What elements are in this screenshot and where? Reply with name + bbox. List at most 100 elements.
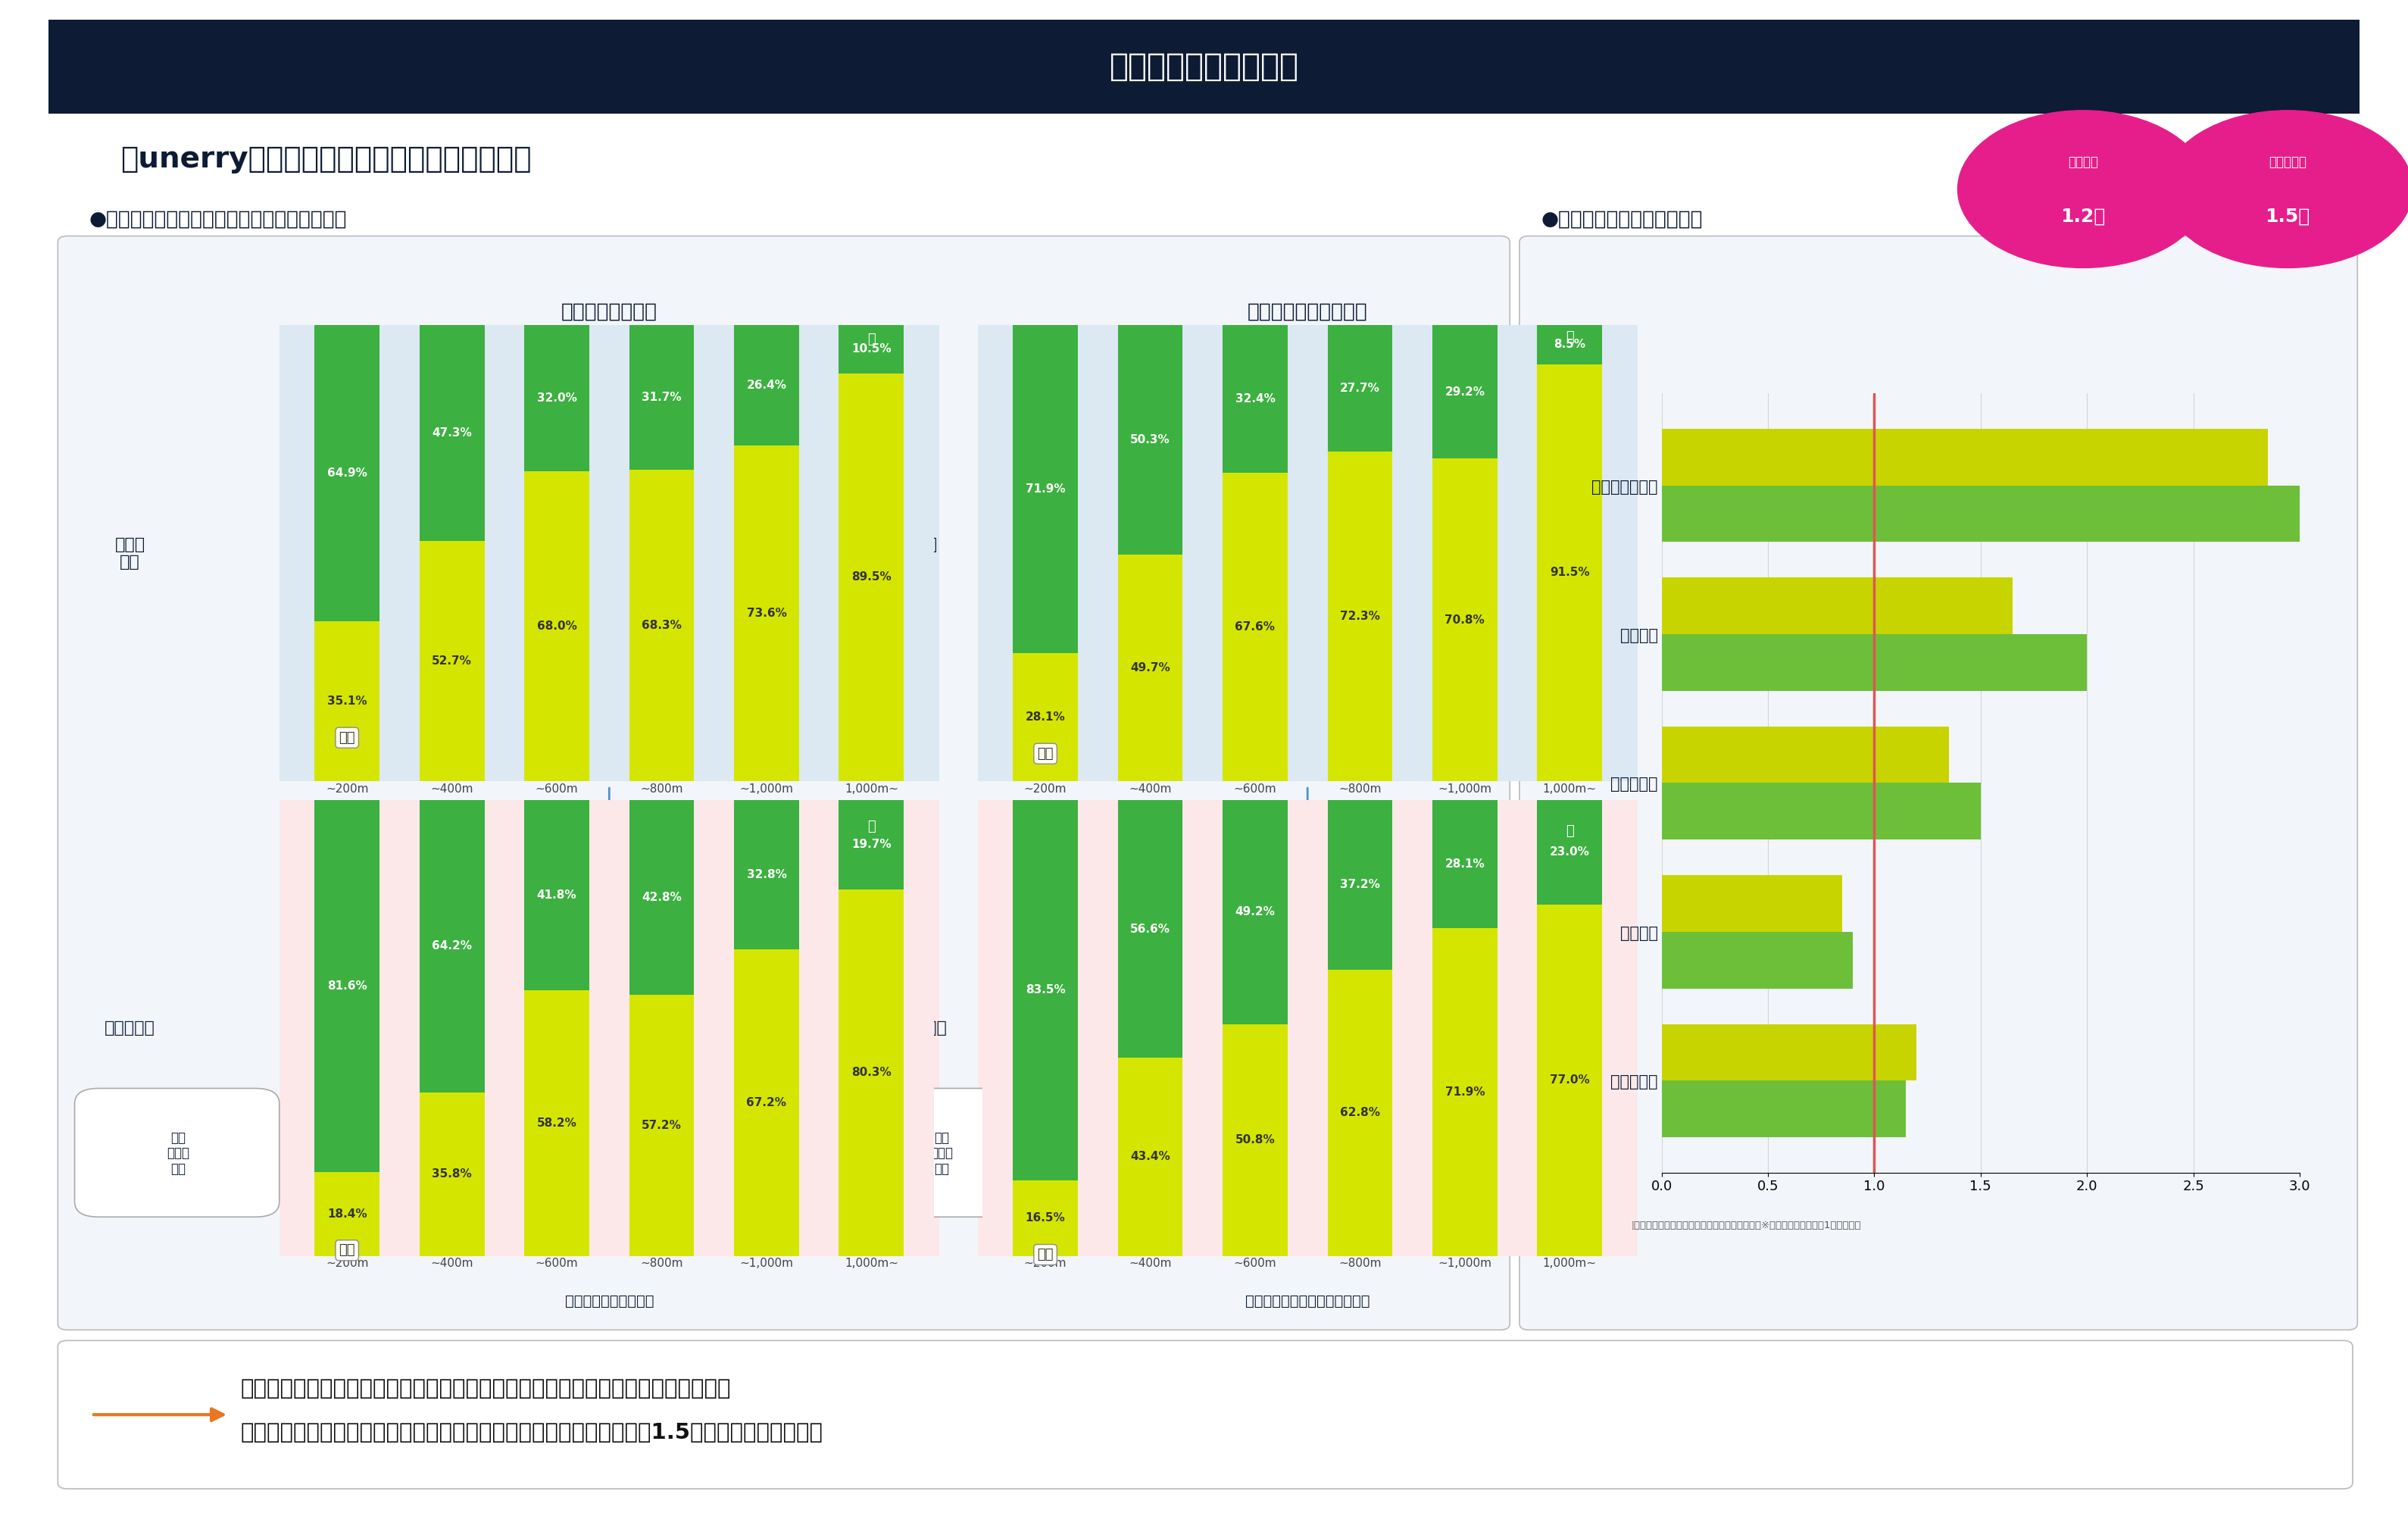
Bar xyxy=(1014,800,1079,1180)
Text: 1.5倍: 1.5倍 xyxy=(2266,207,2309,225)
Text: 47.3%: 47.3% xyxy=(431,428,472,439)
Text: 1.2倍: 1.2倍 xyxy=(2061,207,2105,225)
Bar xyxy=(734,800,799,949)
Text: 71.9%: 71.9% xyxy=(1445,1086,1486,1097)
Bar xyxy=(1662,875,1842,932)
Text: 83.5%: 83.5% xyxy=(1026,985,1064,996)
Bar xyxy=(525,800,590,991)
Bar xyxy=(628,996,694,1256)
Text: イベント中は徒歩移動の距離が増加、賑わい指数も普段の週末よりも1.5倍程度増加とわかった: イベント中は徒歩移動の距離が増加、賑わい指数も普段の週末よりも1.5倍程度増加と… xyxy=(241,1422,824,1443)
Text: 89.5%: 89.5% xyxy=(852,572,891,583)
Bar xyxy=(1117,1058,1182,1256)
Text: 68.0%: 68.0% xyxy=(537,620,578,632)
Text: ●スポット来訪後の移動距離別の交通手段割合: ●スポット来訪後の移動距離別の交通手段割合 xyxy=(89,209,347,230)
Text: 18.4%: 18.4% xyxy=(327,1209,366,1219)
Text: 徒歩: 徒歩 xyxy=(1038,1248,1055,1262)
Bar xyxy=(1433,800,1498,927)
Bar xyxy=(1662,726,1948,784)
Bar xyxy=(1536,325,1601,365)
Bar xyxy=(1433,458,1498,781)
Text: 27.7%: 27.7% xyxy=(1339,383,1380,393)
Bar xyxy=(1662,784,1979,840)
Text: 16.5%: 16.5% xyxy=(1026,1212,1064,1224)
Bar xyxy=(1223,800,1288,1024)
Bar xyxy=(1223,1024,1288,1256)
Text: 35.8%: 35.8% xyxy=(431,1168,472,1180)
Text: 28.1%: 28.1% xyxy=(1445,858,1486,870)
Bar xyxy=(279,800,939,1256)
Text: 普段の
週末: 普段の 週末 xyxy=(116,537,144,569)
Text: 車: 車 xyxy=(1565,330,1575,343)
Text: 62.8%: 62.8% xyxy=(1339,1108,1380,1118)
Text: 29.2%: 29.2% xyxy=(1445,386,1486,398)
Bar xyxy=(315,325,380,622)
Bar xyxy=(1662,1024,1917,1080)
Bar xyxy=(279,325,939,781)
Text: 81.6%: 81.6% xyxy=(327,980,366,991)
Text: 28.1%: 28.1% xyxy=(1026,711,1064,723)
Text: 徒歩
割合が
増加: 徒歩 割合が 増加 xyxy=(166,1130,190,1176)
Text: 賑わい指数: 賑わい指数 xyxy=(2268,154,2307,169)
Text: 19.7%: 19.7% xyxy=(852,840,891,850)
Bar xyxy=(1662,486,2300,542)
Text: 31.7%: 31.7% xyxy=(641,392,681,404)
Bar xyxy=(1662,578,2013,634)
Bar xyxy=(48,20,2360,113)
Text: 43.4%: 43.4% xyxy=(1129,1151,1170,1162)
Text: 72.3%: 72.3% xyxy=(1339,611,1380,622)
Bar xyxy=(315,1173,380,1256)
FancyBboxPatch shape xyxy=(75,1088,279,1216)
Text: 車: 車 xyxy=(867,333,877,346)
Bar xyxy=(838,890,903,1256)
Bar xyxy=(1327,800,1392,970)
Bar xyxy=(978,800,1637,1256)
Bar xyxy=(1117,325,1182,555)
Bar xyxy=(419,1092,484,1256)
Text: 73.6%: 73.6% xyxy=(746,608,787,619)
Bar xyxy=(1662,932,1854,988)
Bar xyxy=(1433,325,1498,458)
Text: イベント中: イベント中 xyxy=(104,1020,157,1035)
Text: ●賑わい指数（総滞在時間）: ●賑わい指数（総滞在時間） xyxy=(1541,209,1702,230)
Text: 徒歩: 徒歩 xyxy=(340,1244,356,1257)
Text: イベント中: イベント中 xyxy=(896,1020,949,1035)
Bar xyxy=(1117,800,1182,1058)
Bar xyxy=(1433,927,1498,1256)
Bar xyxy=(838,374,903,781)
Text: 32.8%: 32.8% xyxy=(746,868,787,881)
Bar xyxy=(1223,325,1288,474)
Text: 57.2%: 57.2% xyxy=(641,1120,681,1132)
Bar xyxy=(978,325,1637,781)
Text: 37.2%: 37.2% xyxy=(1339,879,1380,890)
Text: 68.3%: 68.3% xyxy=(641,620,681,631)
FancyBboxPatch shape xyxy=(58,236,1510,1330)
Text: 67.2%: 67.2% xyxy=(746,1097,787,1109)
Bar xyxy=(628,325,694,471)
Text: 【unerryの公開事例】富山市様とのお取組み: 【unerryの公開事例】富山市様とのお取組み xyxy=(120,144,532,174)
Text: 32.4%: 32.4% xyxy=(1235,393,1276,405)
Text: 71.9%: 71.9% xyxy=(1026,484,1064,495)
Bar xyxy=(1327,451,1392,781)
Text: 64.9%: 64.9% xyxy=(327,468,366,480)
Text: 56.6%: 56.6% xyxy=(1129,923,1170,935)
Text: 77.0%: 77.0% xyxy=(1551,1074,1589,1086)
Text: 49.7%: 49.7% xyxy=(1129,663,1170,673)
Bar xyxy=(525,991,590,1256)
Text: 52.7%: 52.7% xyxy=(431,655,472,667)
Text: 来訪人数: 来訪人数 xyxy=(2068,154,2097,169)
Text: 80.3%: 80.3% xyxy=(852,1067,891,1079)
Text: 10.5%: 10.5% xyxy=(852,343,891,356)
Text: 49.2%: 49.2% xyxy=(1235,906,1276,918)
Title: 富山駅周辺来訪者: 富山駅周辺来訪者 xyxy=(561,301,657,321)
Text: 50.3%: 50.3% xyxy=(1129,434,1170,446)
Bar xyxy=(1327,970,1392,1256)
Bar xyxy=(419,800,484,1092)
Bar xyxy=(1223,474,1288,781)
Text: 23.0%: 23.0% xyxy=(1551,847,1589,858)
Title: グランドプラザ来訪者: グランドプラザ来訪者 xyxy=(1247,301,1368,321)
Text: 平時と「ウォーカブルなまちづくり」に向けたイベント実施時の移動を可視化し、: 平時と「ウォーカブルなまちづくり」に向けたイベント実施時の移動を可視化し、 xyxy=(241,1378,732,1400)
Bar xyxy=(838,800,903,890)
Text: 普段の
週末: 普段の 週末 xyxy=(908,537,937,569)
Text: 58.2%: 58.2% xyxy=(537,1118,578,1129)
Bar xyxy=(1662,428,2268,486)
